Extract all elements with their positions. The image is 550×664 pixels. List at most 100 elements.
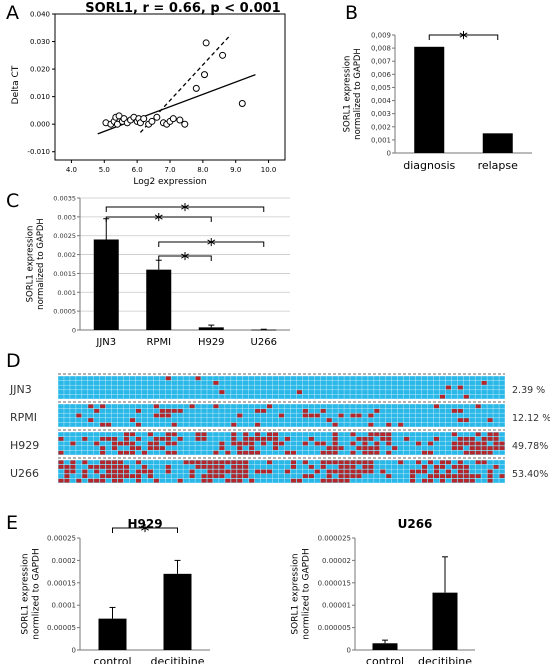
methylation-cell — [350, 432, 356, 437]
methylation-cell — [445, 474, 451, 478]
methylation-cell — [427, 441, 434, 446]
methylation-cell — [475, 450, 481, 455]
methylation-row-percent: 12.12 % — [512, 413, 550, 424]
scatter-x-tick-label: 9.0 — [230, 166, 241, 174]
methylation-cell — [374, 450, 380, 455]
methylation-cell — [296, 478, 302, 483]
methylation-cell — [457, 460, 463, 465]
methylation-cell — [189, 460, 195, 465]
methylation-cell — [469, 437, 475, 441]
methylation-cell — [129, 474, 136, 478]
relapse-chart-category-label: diagnosis — [403, 159, 455, 172]
methylation-cell — [249, 437, 255, 441]
methylation-cell — [499, 441, 505, 446]
methylation-cell — [100, 478, 106, 483]
scatter-y-tick-label: -0.010 — [27, 148, 50, 156]
scatter-point — [181, 120, 189, 128]
methylation-cell — [427, 478, 434, 483]
methylation-cell — [118, 460, 124, 465]
methylation-cell — [243, 469, 249, 474]
methylation-cell — [421, 478, 428, 483]
methylation-cell — [439, 465, 445, 469]
methylation-cell — [457, 409, 463, 413]
methylation-cell — [159, 413, 165, 418]
h929-decitibine-chart-y-tick-label: 0.00015 — [47, 579, 76, 587]
methylation-cell — [421, 465, 428, 469]
methylation-cell — [416, 469, 422, 474]
methylation-cell — [219, 390, 225, 394]
methylation-cell — [195, 465, 201, 469]
scatter-x-tick-label: 4.0 — [66, 166, 77, 174]
methylation-cell — [100, 465, 106, 469]
methylation-cell — [362, 450, 368, 455]
methylation-cell — [457, 418, 463, 422]
methylation-cell — [141, 469, 147, 474]
methylation-cell — [267, 437, 273, 441]
cellline-chart-y-tick-label: 0.0025 — [53, 232, 76, 240]
methylation-cell — [255, 422, 261, 427]
methylation-cell — [213, 465, 219, 469]
methylation-cell — [231, 469, 237, 474]
panel-letter-e: E — [6, 512, 19, 534]
methylation-cell — [94, 441, 100, 446]
methylation-cell — [427, 474, 434, 478]
methylation-cell — [129, 446, 136, 450]
methylation-cell — [237, 446, 243, 450]
methylation-cell — [58, 460, 64, 465]
cellline-chart-significance-star: * — [181, 200, 190, 221]
scatter-point — [140, 115, 148, 123]
methylation-cell — [421, 450, 428, 455]
methylation-cell — [201, 460, 207, 465]
methylation-cell — [386, 437, 392, 441]
methylation-cell — [171, 409, 177, 413]
relapse-chart-y-axis-label-line-0: SORL1 expression — [343, 56, 353, 133]
methylation-cell — [278, 413, 285, 418]
methylation-cell — [362, 465, 368, 469]
u266-decitibine-chart-y-tick-label: 0.000005 — [318, 624, 351, 632]
methylation-cell — [469, 446, 475, 450]
scatter-point — [153, 113, 161, 121]
methylation-cell — [332, 460, 338, 465]
methylation-cell — [141, 465, 147, 469]
methylation-cell — [433, 437, 440, 441]
methylation-cell — [249, 441, 255, 446]
methylation-cell — [433, 404, 440, 409]
methylation-cell — [350, 465, 356, 469]
methylation-row-label: JJN3 — [9, 383, 32, 396]
methylation-cell — [350, 413, 356, 418]
methylation-cell — [332, 422, 338, 427]
scatter-fit-line-solid — [97, 73, 256, 135]
methylation-cell — [76, 413, 82, 418]
methylation-cell — [94, 465, 100, 469]
methylation-cell — [457, 469, 463, 474]
relapse-chart-y-tick-label: 0 — [387, 150, 391, 158]
methylation-cell — [261, 409, 267, 413]
methylation-cell — [82, 437, 88, 441]
methylation-cell — [255, 409, 261, 413]
methylation-cell — [183, 460, 189, 465]
relapse-chart-significance-star: * — [459, 28, 468, 49]
methylation-cell — [231, 465, 237, 469]
h929-decitibine-chart-bar-decitibine — [163, 573, 192, 650]
methylation-cell — [112, 469, 118, 474]
methylation-cell — [237, 469, 243, 474]
methylation-cell — [123, 474, 130, 478]
methylation-cell — [302, 460, 308, 465]
methylation-cell — [350, 441, 356, 446]
methylation-cell — [147, 469, 153, 474]
methylation-cell — [457, 437, 463, 441]
methylation-cell — [231, 437, 237, 441]
methylation-cell — [135, 422, 142, 427]
methylation-cell — [332, 437, 338, 441]
methylation-cell — [338, 460, 344, 465]
methylation-cell — [344, 469, 350, 474]
methylation-cell — [189, 469, 195, 474]
methylation-cell — [433, 469, 440, 474]
methylation-cell — [386, 450, 392, 455]
methylation-cell — [475, 441, 481, 446]
methylation-cell — [129, 450, 136, 455]
u266-decitibine-chart-y-tick-label: 0.000025 — [318, 535, 351, 543]
methylation-cell — [362, 446, 368, 450]
methylation-cell — [195, 432, 201, 437]
